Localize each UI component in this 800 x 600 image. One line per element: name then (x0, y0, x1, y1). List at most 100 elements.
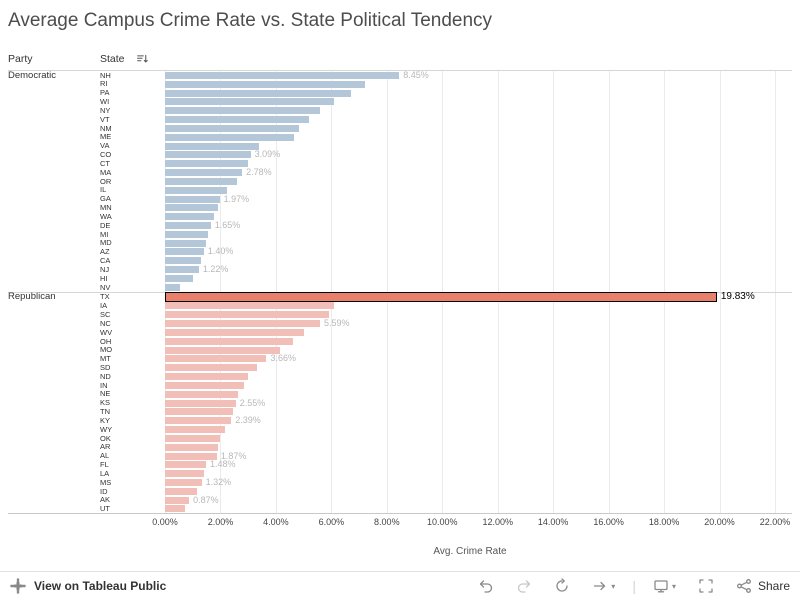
bar-WV[interactable] (165, 328, 304, 336)
bar-MO[interactable] (165, 346, 281, 354)
bar-HI[interactable] (165, 274, 193, 282)
state-label[interactable]: IL (100, 185, 107, 195)
bar-MN[interactable] (165, 204, 218, 212)
state-label[interactable]: IN (100, 380, 108, 390)
bar-UT[interactable] (165, 505, 185, 513)
state-column-header[interactable]: State (100, 53, 125, 65)
bar-NM[interactable] (165, 124, 300, 132)
bar-AR[interactable] (165, 443, 219, 451)
bar-ME[interactable] (165, 133, 294, 141)
replay-icon[interactable] (543, 578, 581, 594)
state-label[interactable]: IA (100, 301, 108, 311)
bar-IN[interactable] (165, 381, 245, 389)
state-label[interactable]: ME (100, 132, 112, 142)
autoplay-icon[interactable]: ▾ (581, 578, 626, 594)
state-label[interactable]: TX (100, 292, 110, 302)
state-label[interactable]: AR (100, 442, 111, 452)
state-label[interactable]: WV (100, 327, 113, 337)
sort-descending-icon[interactable] (136, 53, 149, 69)
bar-VT[interactable] (165, 116, 310, 124)
bar-WI[interactable] (165, 98, 335, 106)
bar-MA[interactable] (165, 169, 243, 177)
state-label[interactable]: TN (100, 407, 110, 417)
bar-WY[interactable] (165, 426, 225, 434)
state-label[interactable]: ND (100, 371, 111, 381)
bar-NY[interactable] (165, 107, 321, 115)
bar-KY[interactable] (165, 417, 232, 425)
state-label[interactable]: CT (100, 158, 110, 168)
bar-KS[interactable] (165, 399, 236, 407)
undo-icon[interactable] (467, 578, 505, 594)
state-label[interactable]: NM (100, 123, 112, 133)
bar-CT[interactable] (165, 160, 249, 168)
state-label[interactable]: VA (100, 141, 110, 151)
bar-NV[interactable] (165, 283, 181, 291)
state-label[interactable]: OR (100, 176, 112, 186)
state-label[interactable]: WI (100, 97, 110, 107)
bar-PA[interactable] (165, 89, 351, 97)
bar-OH[interactable] (165, 337, 293, 345)
state-label[interactable]: LA (100, 468, 110, 478)
state-label[interactable]: MI (100, 229, 109, 239)
state-label[interactable]: NV (100, 282, 111, 292)
bar-SD[interactable] (165, 364, 257, 372)
state-label[interactable]: DE (100, 220, 111, 230)
view-on-tableau-public-link[interactable]: View on Tableau Public (34, 579, 167, 593)
state-label[interactable]: MD (100, 238, 112, 248)
state-label[interactable]: MA (100, 167, 112, 177)
state-label[interactable]: CA (100, 256, 111, 266)
bar-NE[interactable] (165, 390, 239, 398)
bar-MI[interactable] (165, 230, 208, 238)
bar-RI[interactable] (165, 80, 365, 88)
bar-OK[interactable] (165, 434, 220, 442)
state-label[interactable]: NY (100, 105, 111, 115)
bar-TN[interactable] (165, 408, 234, 416)
state-label[interactable]: NC (100, 318, 111, 328)
state-label[interactable]: CO (100, 150, 112, 160)
state-label[interactable]: ID (100, 486, 108, 496)
bar-NH[interactable] (165, 71, 400, 79)
state-label[interactable]: WY (100, 424, 113, 434)
bar-VA[interactable] (165, 142, 260, 150)
bar-FL[interactable] (165, 461, 207, 469)
state-label[interactable]: RI (100, 79, 108, 89)
state-label[interactable]: GA (100, 194, 111, 204)
bar-IL[interactable] (165, 186, 228, 194)
bar-MT[interactable] (165, 355, 267, 363)
state-label[interactable]: HI (100, 273, 108, 283)
state-label[interactable]: AK (100, 495, 111, 505)
state-label[interactable]: OK (100, 433, 111, 443)
bar-AK[interactable] (165, 496, 190, 504)
state-label[interactable]: MT (100, 354, 111, 364)
bar-NC[interactable] (165, 320, 320, 328)
share-icon[interactable] (725, 578, 752, 594)
bar-LA[interactable] (165, 470, 205, 478)
bar-CO[interactable] (165, 151, 251, 159)
party-label[interactable]: Republican (8, 291, 56, 303)
bar-DE[interactable] (165, 221, 211, 229)
bar-AL[interactable] (165, 452, 217, 460)
state-label[interactable]: SC (100, 310, 111, 320)
bar-ND[interactable] (165, 373, 249, 381)
state-label[interactable]: VT (100, 114, 110, 124)
state-label[interactable]: WA (100, 211, 112, 221)
bar-WA[interactable] (165, 213, 215, 221)
bar-MS[interactable] (165, 479, 202, 486)
state-label[interactable]: AZ (100, 247, 110, 257)
state-label[interactable]: MO (100, 345, 113, 355)
share-button[interactable]: Share (757, 579, 790, 593)
fullscreen-icon[interactable] (687, 578, 725, 594)
download-icon[interactable]: ▾ (642, 578, 687, 594)
state-label[interactable]: MS (100, 477, 112, 487)
bar-ID[interactable] (165, 487, 197, 495)
state-label[interactable]: NH (100, 70, 111, 80)
bar-NJ[interactable] (165, 266, 199, 274)
state-label[interactable]: MN (100, 203, 112, 213)
state-label[interactable]: OH (100, 336, 112, 346)
bar-OR[interactable] (165, 177, 238, 185)
bar-IA[interactable] (165, 302, 335, 310)
state-label[interactable]: NE (100, 389, 111, 399)
bar-CA[interactable] (165, 257, 202, 265)
state-label[interactable]: PA (100, 88, 110, 98)
state-label[interactable]: KS (100, 398, 111, 408)
